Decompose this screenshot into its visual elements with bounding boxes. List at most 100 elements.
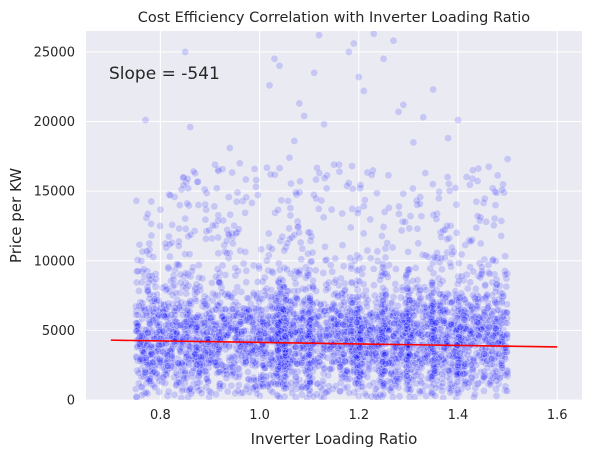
- scatter-point: [334, 324, 342, 333]
- scatter-point: [476, 239, 485, 248]
- scatter-point: [428, 390, 437, 399]
- scatter-point: [383, 320, 392, 328]
- scatter-point: [164, 264, 173, 273]
- scatter-point: [391, 329, 400, 338]
- scatter-point: [468, 366, 477, 375]
- scatter-point: [444, 179, 453, 188]
- scatter-point: [353, 295, 362, 304]
- scatter-point: [471, 384, 480, 392]
- scatter-point: [296, 312, 305, 321]
- scatter-point: [156, 304, 165, 313]
- scatter-point: [406, 212, 415, 220]
- scatter-point: [305, 266, 314, 274]
- scatter-point: [346, 223, 355, 232]
- scatter-point: [356, 181, 365, 189]
- scatter-point: [389, 393, 397, 400]
- scatter-point: [322, 286, 330, 294]
- scatter-point: [502, 308, 511, 317]
- scatter-point: [355, 346, 364, 354]
- scatter-point: [406, 374, 415, 383]
- scatter-point: [455, 330, 464, 338]
- scatter-point: [164, 232, 173, 241]
- scatter-point: [277, 359, 286, 368]
- scatter-point: [281, 296, 289, 305]
- scatter-point: [225, 343, 234, 351]
- scatter-point: [344, 312, 353, 321]
- scatter-point: [256, 329, 265, 337]
- scatter-point: [218, 361, 227, 369]
- scatter-point: [214, 349, 223, 358]
- scatter-point: [240, 331, 249, 340]
- scatter-point: [295, 270, 304, 279]
- scatter-point: [441, 318, 450, 327]
- scatter-point: [425, 369, 434, 377]
- scatter-point: [417, 379, 426, 387]
- scatter-point: [429, 85, 438, 94]
- scatter-point: [455, 302, 464, 310]
- scatter-point: [404, 247, 412, 256]
- scatter-point: [225, 291, 234, 300]
- scatter-point: [264, 356, 273, 365]
- scatter-point: [498, 297, 506, 306]
- scatter-point: [404, 384, 413, 393]
- scatter-point: [347, 279, 356, 288]
- scatter-point: [438, 370, 447, 378]
- scatter-point: [233, 356, 242, 364]
- scatter-point: [359, 229, 368, 238]
- scatter-point: [453, 335, 462, 343]
- scatter-point: [464, 347, 473, 356]
- scatter-point: [401, 217, 410, 226]
- scatter-point: [201, 320, 209, 329]
- scatter-point: [474, 319, 483, 327]
- scatter-point: [179, 371, 187, 380]
- scatter-point: [380, 352, 389, 361]
- scatter-point: [379, 222, 388, 231]
- scatter-point: [344, 48, 353, 56]
- scatter-point: [275, 351, 284, 360]
- scatter-point: [492, 329, 501, 338]
- scatter-point: [297, 358, 306, 367]
- scatter-point: [258, 359, 267, 367]
- scatter-point: [370, 353, 379, 362]
- scatter-point: [182, 299, 190, 308]
- scatter-point: [156, 222, 164, 230]
- scatter-point: [440, 307, 449, 315]
- scatter-point: [275, 265, 284, 274]
- scatter-point: [503, 155, 512, 163]
- scatter-point: [478, 263, 486, 272]
- scatter-point: [494, 305, 503, 314]
- scatter-point: [132, 196, 141, 205]
- scatter-point: [367, 171, 376, 179]
- scatter-point: [380, 313, 388, 322]
- scatter-point: [409, 319, 417, 327]
- scatter-point: [150, 360, 159, 369]
- scatter-point: [141, 116, 150, 124]
- scatter-point: [240, 316, 248, 325]
- scatter-point: [192, 296, 201, 305]
- scatter-point: [405, 265, 414, 274]
- scatter-point: [380, 269, 389, 278]
- scatter-point: [216, 279, 225, 287]
- scatter-point: [198, 274, 207, 283]
- scatter-point: [424, 329, 433, 338]
- scatter-point: [309, 300, 317, 308]
- scatter-point: [256, 294, 264, 303]
- scatter-point: [497, 231, 506, 240]
- scatter-point: [320, 364, 329, 373]
- scatter-point: [370, 324, 379, 333]
- scatter-point: [133, 327, 142, 335]
- scatter-point: [481, 280, 490, 289]
- scatter-point: [355, 277, 364, 286]
- scatter-point: [241, 175, 250, 184]
- scatter-point: [405, 296, 414, 305]
- scatter-point: [281, 353, 290, 362]
- y-axis-title: Price per KW: [7, 168, 25, 263]
- scatter-point: [155, 387, 163, 396]
- scatter-point: [354, 205, 363, 214]
- scatter-point: [306, 359, 315, 368]
- scatter-point: [375, 310, 384, 319]
- scatter-point: [346, 357, 355, 366]
- scatter-point: [215, 277, 223, 286]
- scatter-point: [233, 283, 242, 292]
- scatter-point: [353, 266, 361, 275]
